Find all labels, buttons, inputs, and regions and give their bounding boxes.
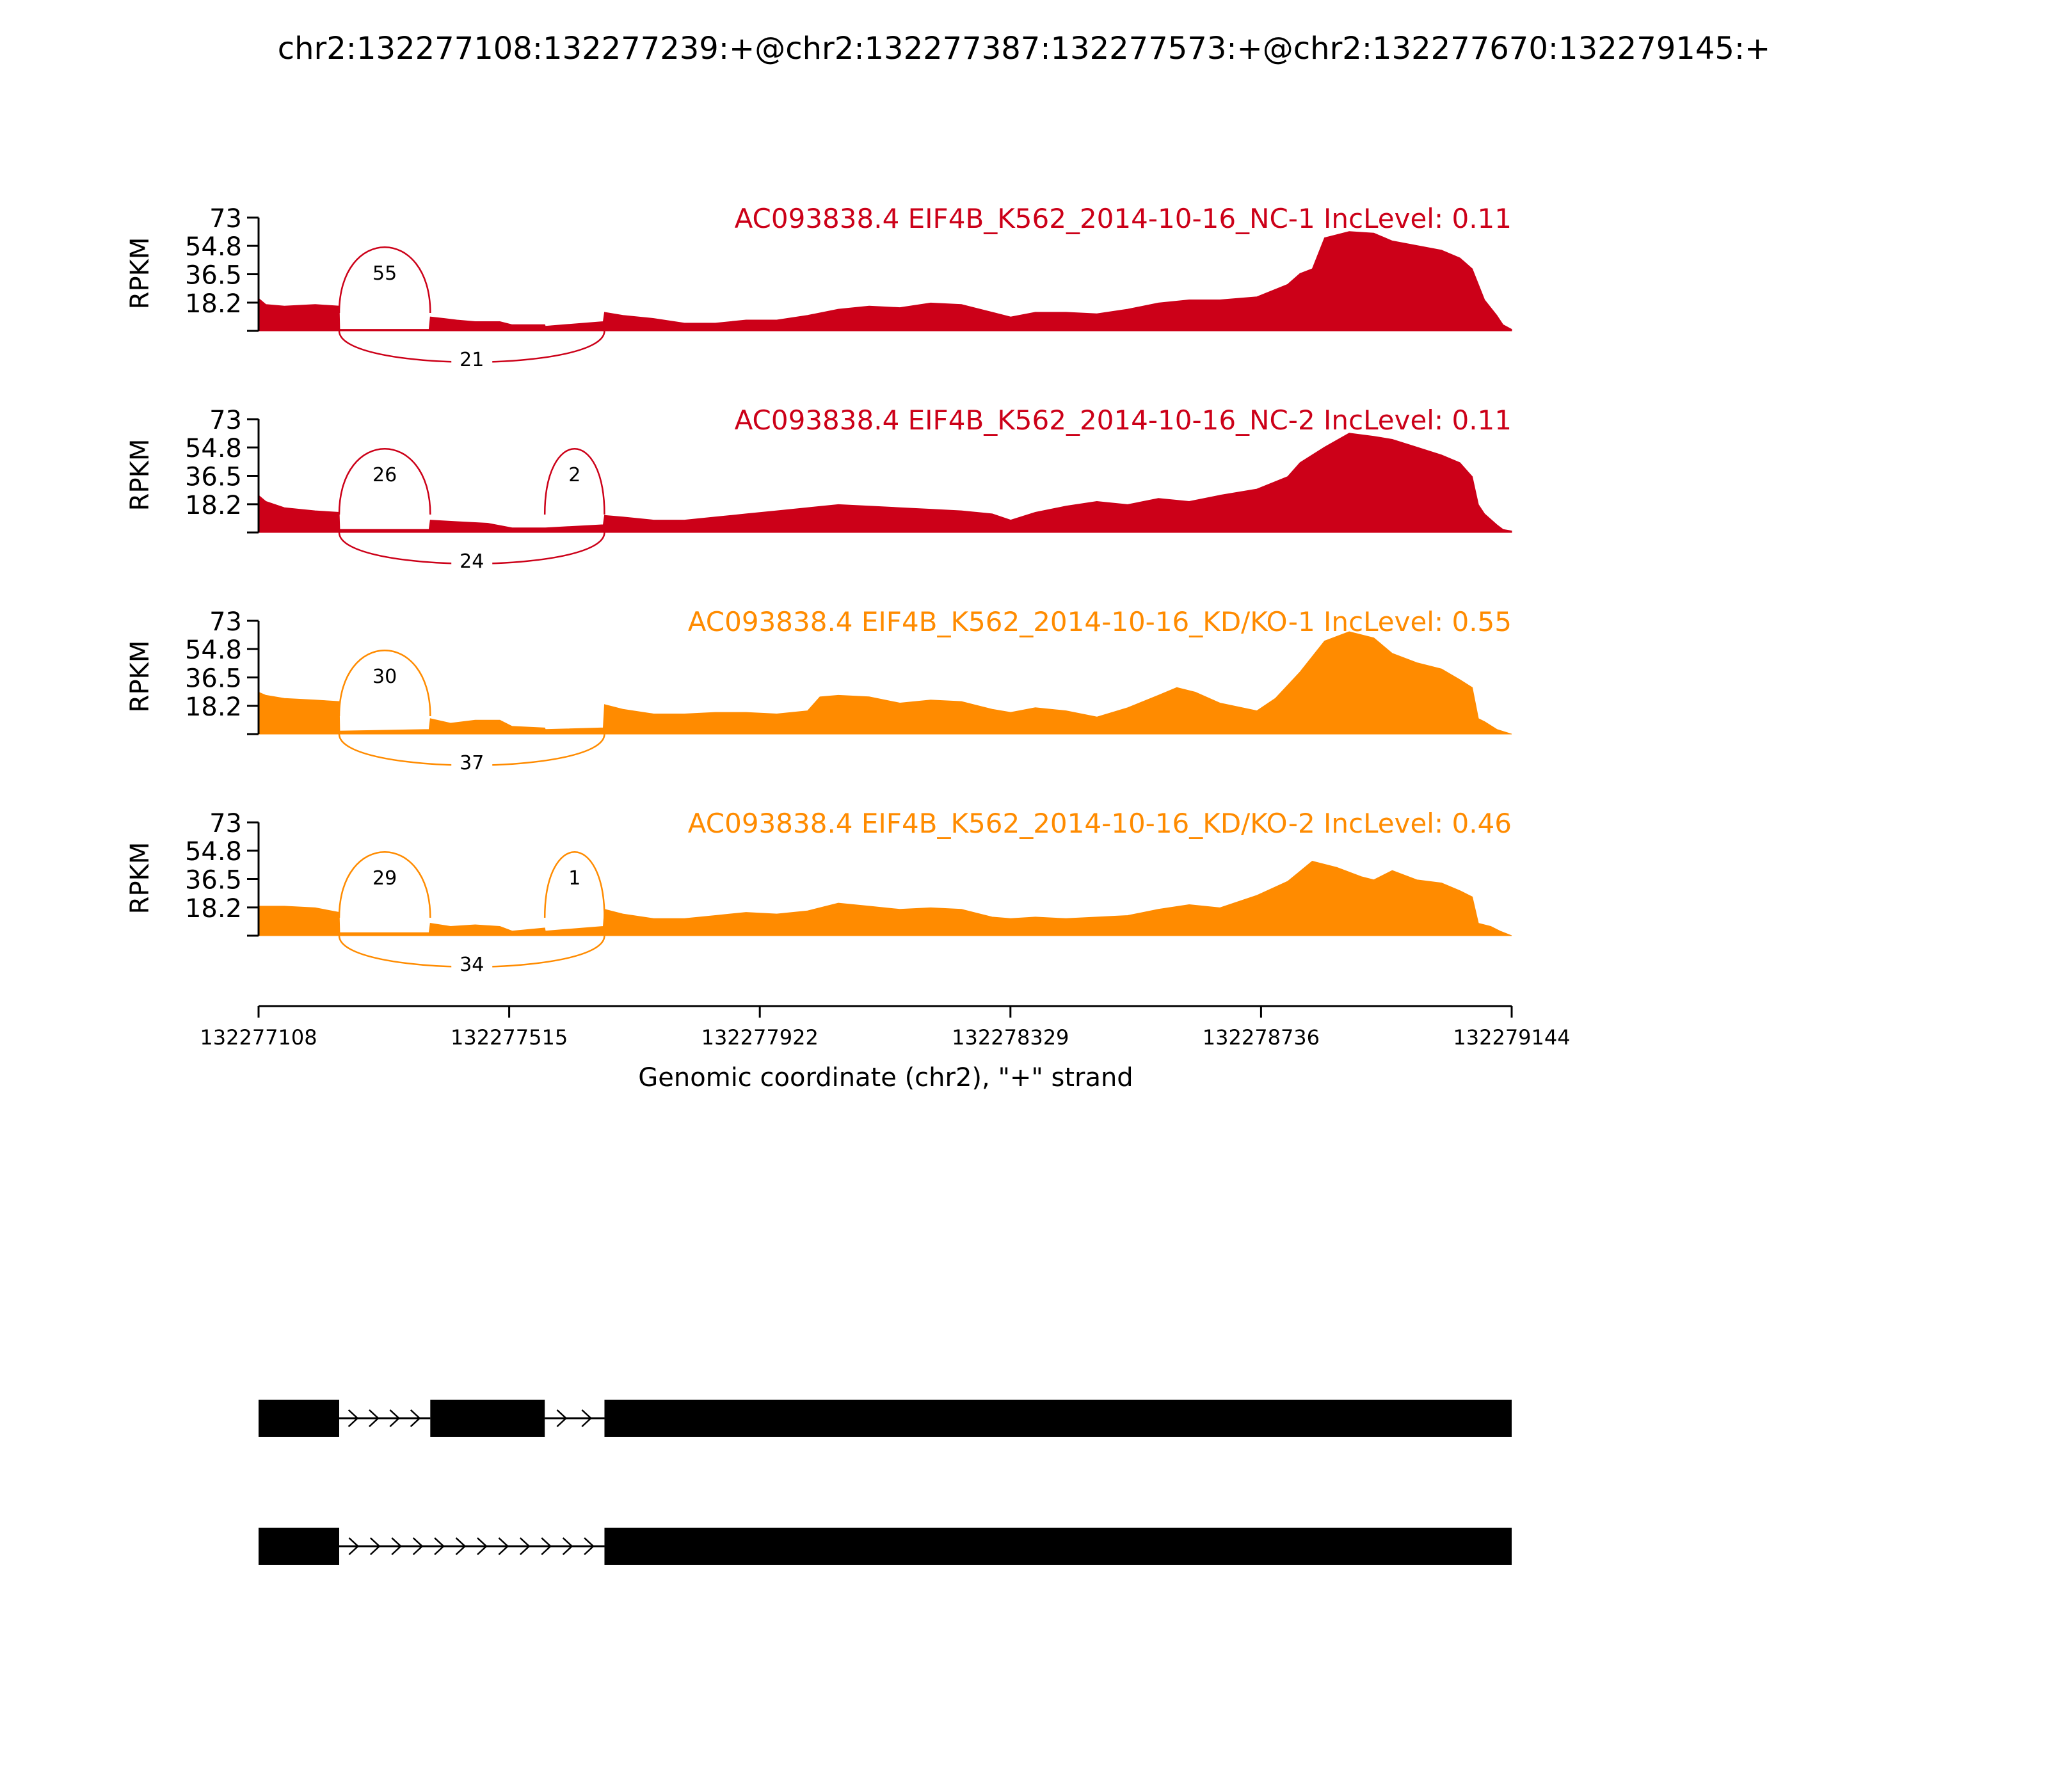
strand-arrow bbox=[581, 1409, 593, 1427]
junction-arc bbox=[338, 448, 431, 515]
strand-arrow bbox=[348, 1409, 359, 1427]
x-tick-label: 132277108 bbox=[200, 1025, 317, 1050]
track-label: AC093838.4 EIF4B_K562_2014-10-16_NC-2 In… bbox=[735, 404, 1512, 436]
exon-block bbox=[259, 1528, 339, 1565]
track-label: AC093838.4 EIF4B_K562_2014-10-16_NC-1 In… bbox=[735, 203, 1512, 234]
junction-count-bg bbox=[364, 462, 406, 488]
strand-arrow bbox=[412, 1537, 424, 1555]
junction-count: 21 bbox=[460, 349, 484, 371]
strand-arrow bbox=[369, 1409, 380, 1427]
y-tick-label: 73 bbox=[209, 809, 242, 838]
junction-count: 55 bbox=[372, 262, 397, 285]
strand-arrow bbox=[541, 1537, 552, 1555]
strand-arrow bbox=[391, 1537, 403, 1555]
junction-arc bbox=[338, 851, 431, 918]
strand-arrow bbox=[556, 1409, 568, 1427]
junction-count-bg bbox=[364, 664, 406, 689]
y-tick-label: 18.2 bbox=[185, 894, 242, 924]
junction-count: 24 bbox=[460, 550, 484, 573]
gene-structure bbox=[259, 1400, 1512, 1565]
junction-arc bbox=[543, 851, 605, 918]
y-tick-label: 54.8 bbox=[185, 636, 242, 665]
y-tick-label: 54.8 bbox=[185, 837, 242, 867]
strand-arrow bbox=[348, 1537, 360, 1555]
x-tick-label: 132277922 bbox=[701, 1025, 819, 1050]
strand-arrow bbox=[410, 1409, 421, 1427]
coverage-area bbox=[258, 433, 1512, 533]
x-tick-label: 132277515 bbox=[451, 1025, 568, 1050]
junction-count: 34 bbox=[460, 954, 484, 976]
strand-arrow bbox=[498, 1537, 509, 1555]
junction-count: 1 bbox=[568, 867, 580, 890]
strand-arrow bbox=[434, 1537, 445, 1555]
x-axis: 132277108 132277515 132277922 132278329 1322… bbox=[200, 1005, 1571, 1050]
junction-count-bg bbox=[451, 952, 493, 977]
junction-arc bbox=[338, 246, 431, 314]
exon-block bbox=[604, 1400, 1512, 1437]
junction-count: 26 bbox=[372, 464, 397, 486]
junction-count-bg bbox=[364, 260, 406, 286]
y-tick-label: 36.5 bbox=[185, 463, 242, 492]
y-axis-label: RPKM bbox=[125, 842, 155, 915]
x-tick-label: 132278329 bbox=[952, 1025, 1069, 1050]
y-tick-label: 18.2 bbox=[185, 692, 242, 722]
strand-arrow bbox=[519, 1537, 531, 1555]
junction-count-bg bbox=[451, 347, 493, 372]
figure-title: chr2:132277108:132277239:+@chr2:13227738… bbox=[278, 31, 1771, 67]
junction-count: 2 bbox=[568, 464, 580, 486]
junction-arc bbox=[338, 650, 431, 717]
junction-count-bg bbox=[561, 865, 588, 891]
track-label: AC093838.4 EIF4B_K562_2014-10-16_KD/KO-2… bbox=[688, 808, 1512, 839]
strand-arrow bbox=[584, 1537, 595, 1555]
strand-arrow bbox=[389, 1409, 401, 1427]
y-tick-label: 18.2 bbox=[185, 289, 242, 319]
y-tick-label: 36.5 bbox=[185, 664, 242, 694]
y-tick-label: 36.5 bbox=[185, 261, 242, 291]
junction-count-bg bbox=[451, 750, 493, 776]
track-label: AC093838.4 EIF4B_K562_2014-10-16_KD/KO-1… bbox=[688, 606, 1512, 637]
junction-count-bg bbox=[561, 462, 588, 488]
coverage-area bbox=[258, 231, 1512, 332]
x-tick-label: 132278736 bbox=[1203, 1025, 1320, 1050]
strand-arrow bbox=[477, 1537, 488, 1555]
y-tick-label: 73 bbox=[209, 204, 242, 234]
junction-arc bbox=[543, 448, 605, 515]
y-tick-label: 73 bbox=[209, 607, 242, 637]
junction-count-bg bbox=[364, 865, 406, 891]
junction-count-bg bbox=[451, 548, 493, 574]
strand-arrow bbox=[369, 1537, 381, 1555]
x-axis-label: Genomic coordinate (chr2), "+" strand bbox=[638, 1063, 1133, 1092]
strand-arrow bbox=[562, 1537, 573, 1555]
exon-block bbox=[259, 1400, 339, 1437]
isoform-model bbox=[259, 1528, 1512, 1565]
y-tick-label: 54.8 bbox=[185, 434, 242, 463]
junction-count: 30 bbox=[372, 666, 397, 688]
exon-block bbox=[604, 1528, 1512, 1565]
y-tick-label: 18.2 bbox=[185, 491, 242, 520]
x-tick-label: 132279144 bbox=[1453, 1025, 1570, 1050]
y-axis-label: RPKM bbox=[125, 439, 155, 511]
strand-arrow bbox=[455, 1537, 467, 1555]
y-tick-label: 73 bbox=[209, 406, 242, 435]
isoform-model bbox=[259, 1400, 1512, 1437]
coverage-area bbox=[258, 631, 1512, 735]
exon-block bbox=[430, 1400, 545, 1437]
y-axis-label: RPKM bbox=[125, 641, 155, 713]
y-axis-label: RPKM bbox=[125, 237, 155, 310]
junction-count: 29 bbox=[372, 867, 397, 890]
coverage-area bbox=[258, 861, 1512, 936]
y-tick-label: 54.8 bbox=[185, 232, 242, 262]
y-tick-label: 36.5 bbox=[185, 866, 242, 895]
junction-count: 37 bbox=[460, 752, 484, 774]
